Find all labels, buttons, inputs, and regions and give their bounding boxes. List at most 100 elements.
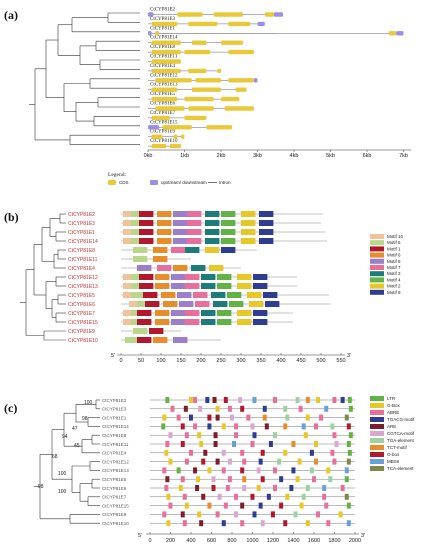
- cis-legend-swatch: [370, 445, 384, 450]
- cis-element-box: [250, 423, 255, 430]
- motif-box: [133, 256, 148, 262]
- cis-legend-label: TGA-element: [387, 438, 415, 443]
- axis-tick-label-c: 1400: [287, 538, 299, 544]
- motif-box: [177, 292, 192, 298]
- axis-tick-label-c: 1200: [267, 538, 279, 544]
- motif-legend-swatch: [370, 265, 384, 270]
- bootstrap-value: 100: [84, 400, 93, 406]
- motif-box: [131, 238, 146, 244]
- cis-element-box: [221, 449, 226, 456]
- cis-element-box: [262, 414, 267, 421]
- utr-box: [273, 12, 284, 17]
- cis-legend-swatch: [370, 459, 384, 464]
- motif-legend-swatch: [370, 271, 384, 277]
- cis-element-box: [183, 405, 188, 412]
- motif-box: [123, 310, 138, 316]
- motif-box: [217, 310, 232, 316]
- cis-element-box: [188, 449, 193, 456]
- motif-box: [193, 292, 208, 298]
- motif-box: [123, 229, 138, 235]
- cis-element-box: [180, 441, 185, 447]
- motif-box: [157, 220, 172, 226]
- motif-box: [137, 265, 152, 271]
- cds-box: [195, 78, 221, 83]
- cis-element-box: [180, 476, 185, 483]
- motif-box: [263, 292, 278, 298]
- cis-element-box: [168, 502, 173, 509]
- motif-box: [129, 301, 144, 307]
- motif-box: [185, 247, 200, 253]
- motif-legend-swatch: [370, 277, 384, 283]
- cis-element-box: [221, 423, 226, 430]
- cis-element-box: [347, 449, 352, 456]
- cis-legend-swatch: [370, 410, 384, 415]
- cds-box: [206, 125, 232, 130]
- motif-box: [171, 283, 186, 289]
- motif-box: [125, 337, 140, 343]
- cis-element-box: [273, 467, 277, 474]
- axis-tick-label-b: 300: [236, 358, 245, 364]
- utr-box: [253, 78, 258, 83]
- cis-element-box: [184, 502, 189, 509]
- cis-element-box: [164, 449, 169, 456]
- utr-box: [257, 21, 265, 27]
- cds-box: [188, 68, 207, 74]
- cis-element-box: [215, 511, 220, 518]
- bootstrap-value: 100: [58, 471, 67, 477]
- motif-box: [217, 283, 232, 289]
- cis-element-box: [252, 397, 257, 403]
- cis-element-box: [273, 485, 277, 491]
- cis-element-box: [234, 432, 239, 439]
- motif-box: [265, 301, 280, 307]
- utr-box: [148, 125, 159, 130]
- cis-element-box: [314, 458, 318, 465]
- cis-element-box: [283, 520, 288, 527]
- cis-element-box: [256, 467, 261, 474]
- cis-element-box: [164, 485, 169, 491]
- motif-box: [205, 229, 220, 235]
- gene-label-a: CtCYP81E10: [150, 139, 178, 144]
- cis-element-box: [268, 441, 273, 447]
- motif-box: [139, 238, 154, 244]
- motif-legend-label: Motif 5: [387, 240, 401, 245]
- cis-element-box: [165, 476, 170, 483]
- cis-element-box: [193, 397, 198, 403]
- cis-element-box: [334, 441, 339, 447]
- cis-element-box: [188, 397, 193, 403]
- cis-element-box: [270, 511, 275, 518]
- cis-element-box: [289, 485, 294, 491]
- cis-legend-label: CGTCA-motif: [387, 431, 415, 436]
- cds-box: [180, 134, 185, 139]
- motif-legend-swatch: [370, 240, 384, 246]
- cis-element-box: [344, 476, 349, 483]
- cis-element-box: [201, 493, 206, 500]
- gene-label-b: CtCYP81E9: [68, 329, 95, 335]
- motif-box: [123, 319, 138, 325]
- cis-element-box: [238, 397, 243, 403]
- legend-label-a: CDS: [119, 180, 129, 185]
- motif-box: [173, 265, 188, 271]
- cis-legend-label: ARE: [387, 424, 396, 429]
- cis-element-box: [232, 441, 236, 447]
- bootstrap-value: 100: [58, 489, 67, 495]
- cis-element-box: [347, 397, 352, 403]
- motif-box: [187, 211, 202, 217]
- axis-tick-label-b: 0: [119, 358, 122, 364]
- gene-label-c: CtCYP81E5: [102, 477, 127, 482]
- motif-box: [155, 310, 170, 316]
- motif-legend-swatch: [370, 252, 384, 258]
- motif-box: [191, 265, 206, 271]
- bootstrap-value: 98: [38, 484, 44, 490]
- cis-element-box: [340, 397, 345, 403]
- gene-label-c: CtCYP81E2: [102, 398, 127, 403]
- motif-box: [137, 310, 152, 316]
- cis-element-box: [277, 458, 282, 465]
- cds-box: [155, 106, 185, 111]
- axis-tick-label-b: 100: [156, 358, 165, 364]
- cis-legend-swatch: [370, 466, 384, 471]
- cis-element-box: [305, 520, 310, 527]
- cis-element-box: [250, 441, 255, 447]
- cis-element-box: [242, 485, 247, 491]
- cis-element-box: [298, 405, 303, 412]
- cds-box: [221, 96, 240, 102]
